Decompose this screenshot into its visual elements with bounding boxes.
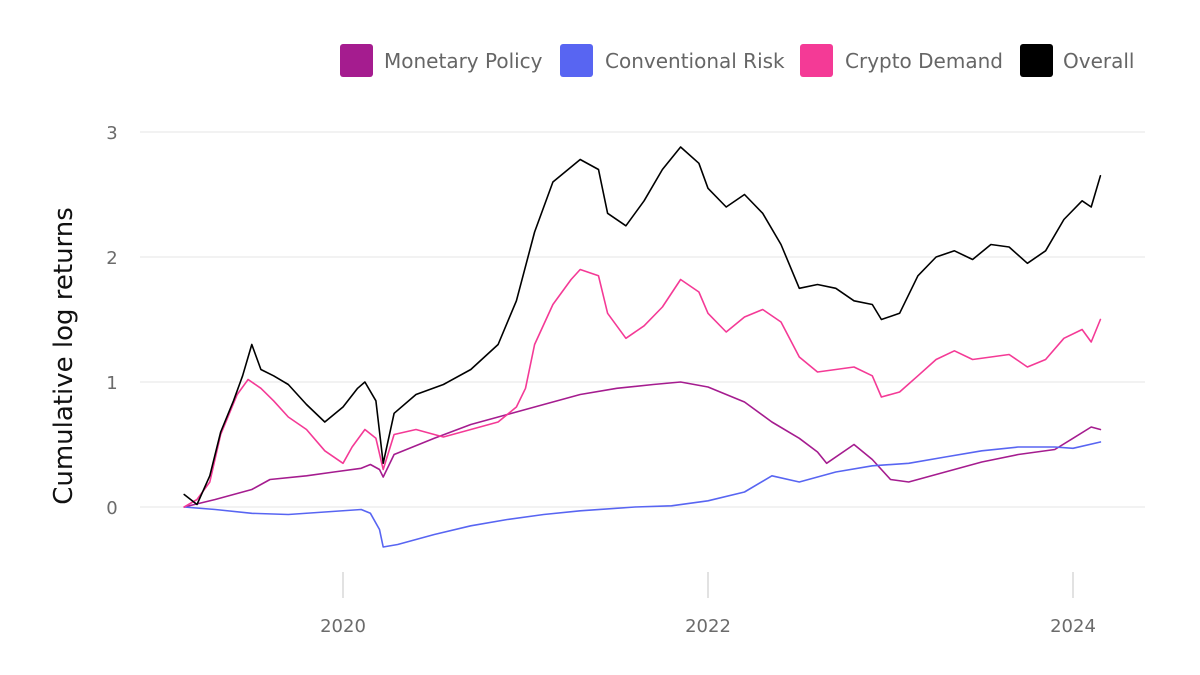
series-line-monetary-policy [183,381,1102,508]
legend-swatch-overall [1020,44,1053,77]
legend-label-crypto-demand: Crypto Demand [845,49,1003,73]
y-tick-label: 0 [106,498,117,519]
y-tick-labels: 0 1 2 3 [106,123,117,519]
y-tick-label: 2 [106,248,117,269]
x-tick-label: 2024 [1050,616,1096,637]
legend-label-monetary-policy: Monetary Policy [384,49,543,73]
y-axis-title: Cumulative log returns [49,207,79,505]
series-line-conventional-risk [183,441,1102,548]
legend-swatch-monetary-policy [340,44,373,77]
legend: Monetary Policy Conventional Risk Crypto D… [340,44,1134,77]
series-lines [183,146,1102,548]
y-gridlines [140,131,1145,508]
series-line-overall [183,146,1102,506]
x-tick-label: 2022 [685,616,731,637]
x-axis: 2020 2022 2024 [320,572,1096,637]
legend-swatch-crypto-demand [800,44,833,77]
legend-swatch-conventional-risk [560,44,593,77]
x-tick-label: 2020 [320,616,366,637]
y-tick-label: 3 [106,123,117,144]
legend-label-conventional-risk: Conventional Risk [605,49,785,73]
series-line-crypto-demand [183,268,1102,508]
y-tick-label: 1 [106,373,117,394]
legend-label-overall: Overall [1063,49,1134,73]
